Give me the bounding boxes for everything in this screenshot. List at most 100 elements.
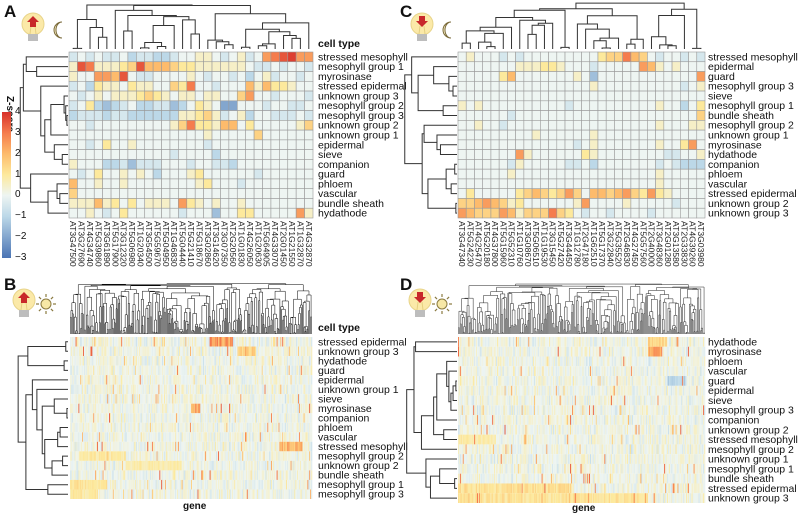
dendrogram-branch	[149, 291, 160, 303]
heatmap-cell	[212, 337, 214, 347]
heatmap-cell	[294, 422, 296, 433]
heatmap-cell	[220, 71, 230, 82]
heatmap-cell	[207, 403, 209, 414]
heatmap-cell	[85, 110, 95, 121]
heatmap-cell	[102, 149, 112, 160]
heatmap-cell	[688, 159, 698, 170]
heatmap-cell	[271, 375, 274, 385]
dendrogram-branch	[454, 163, 457, 175]
heatmap-cell	[94, 460, 96, 471]
heatmap-cell	[277, 432, 279, 442]
heatmap-cell	[163, 356, 165, 366]
heatmap-cell	[172, 403, 174, 414]
heatmap-cell	[275, 441, 277, 452]
heatmap-cell	[141, 346, 143, 357]
heatmap-cell	[220, 159, 230, 170]
heatmap-cell	[208, 451, 210, 461]
heatmap-cell	[282, 403, 284, 414]
heatmap-cell	[133, 413, 135, 423]
heatmap-cell	[240, 451, 242, 461]
heatmap-cell	[217, 432, 220, 442]
heatmap-cell	[183, 394, 185, 404]
heatmap-cell	[161, 356, 163, 366]
heatmap-cell	[150, 375, 153, 385]
heatmap-cell	[195, 356, 197, 366]
heatmap-cell	[236, 159, 246, 170]
heatmap-cell	[148, 432, 150, 442]
heatmap-cell	[268, 346, 270, 357]
heatmap-cell	[186, 198, 196, 209]
heatmap-cell	[581, 90, 591, 102]
heatmap-cell	[292, 346, 294, 357]
dendrogram-branch	[270, 325, 272, 334]
heatmap-cell	[131, 356, 133, 366]
heatmap-cell	[121, 413, 123, 423]
heatmap-cell	[92, 460, 94, 471]
heatmap-cell	[474, 110, 484, 121]
heatmap-cell	[211, 129, 221, 141]
heatmap-cell	[111, 403, 114, 414]
dendrogram-branch	[448, 75, 457, 92]
heatmap-cell	[281, 432, 283, 442]
heatmap-cell	[142, 422, 144, 433]
heatmap-cell	[138, 403, 141, 414]
heatmap-cell	[515, 198, 525, 209]
heatmap-cell	[195, 451, 197, 461]
heatmap-cell	[220, 90, 230, 102]
dendrogram-branch	[280, 306, 284, 334]
gene-label: AT3G02860	[203, 221, 213, 267]
heatmap-cell	[224, 346, 226, 357]
gene-label: AT5G06980	[127, 221, 137, 267]
heatmap-cell	[227, 394, 229, 404]
heatmap-cell	[189, 394, 191, 404]
heatmap-cell	[83, 356, 85, 366]
heatmap-cell	[289, 375, 291, 385]
heatmap-cell	[125, 413, 128, 423]
heatmap-cell	[309, 356, 311, 366]
heatmap-cell	[243, 337, 245, 347]
heatmap-cell	[99, 432, 102, 442]
heatmap-cell	[507, 129, 516, 141]
heatmap-cell	[193, 451, 196, 461]
heatmap-cell	[217, 441, 219, 452]
heatmap-cell	[285, 365, 287, 376]
heatmap-cell	[85, 384, 88, 395]
heatmap-cell	[184, 422, 186, 433]
heatmap-cell	[91, 356, 93, 366]
heatmap-cell	[144, 198, 154, 209]
heatmap-cell	[297, 346, 299, 357]
heatmap-cell	[127, 149, 137, 160]
heatmap-cell	[171, 451, 173, 461]
heatmap-cell	[238, 441, 240, 452]
heatmap-cell	[531, 120, 541, 131]
row-label: stressed epidermal	[318, 81, 407, 93]
heatmap-cell	[237, 413, 239, 423]
heatmap-cell	[248, 375, 250, 385]
heatmap-cell	[102, 365, 104, 376]
heatmap-cell	[180, 356, 182, 366]
heatmap-cell	[186, 129, 196, 141]
heatmap-cell	[275, 384, 277, 395]
heatmap-cell	[231, 403, 233, 414]
heatmap-cell	[647, 90, 656, 102]
heatmap-cell	[120, 375, 122, 385]
dendrogram-branch	[185, 321, 189, 334]
heatmap-cell	[177, 441, 180, 452]
heatmap-cell	[93, 129, 103, 141]
heatmap-cell	[131, 337, 133, 347]
heatmap-cell	[134, 422, 136, 433]
heatmap-cell	[142, 346, 144, 357]
heatmap-cell	[185, 403, 187, 414]
heatmap-cell	[221, 337, 223, 347]
heatmap-cell	[86, 365, 88, 376]
heatmap-cell	[149, 337, 151, 347]
heatmap-cell	[289, 346, 291, 357]
dendrogram-branch	[89, 26, 104, 49]
heatmap-cell	[111, 384, 114, 395]
heatmap-cell	[135, 394, 137, 404]
heatmap-cell	[77, 168, 87, 180]
heatmap-cell	[291, 356, 293, 366]
dendrogram-branch	[285, 330, 287, 334]
heatmap-cell	[136, 441, 138, 452]
